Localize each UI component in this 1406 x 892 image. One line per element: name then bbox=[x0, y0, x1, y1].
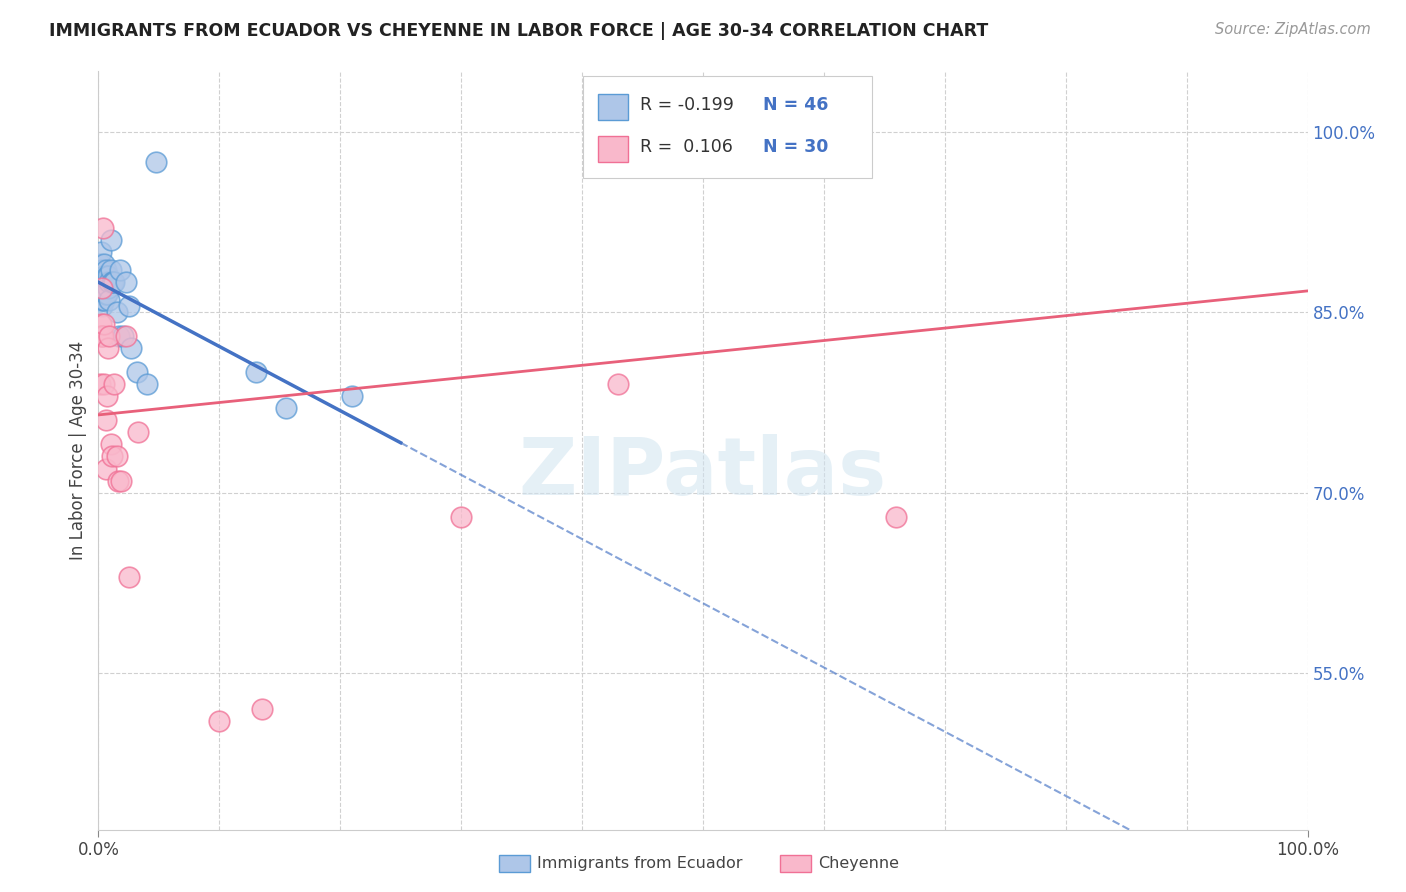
Point bbox=[100, 233, 122, 247]
Point bbox=[93, 268, 115, 283]
Text: Cheyenne: Cheyenne bbox=[818, 856, 900, 871]
Y-axis label: In Labor Force | Age 30-34: In Labor Force | Age 30-34 bbox=[69, 341, 87, 560]
Point bbox=[208, 714, 231, 729]
Point bbox=[98, 329, 121, 343]
Point bbox=[91, 281, 114, 295]
Point bbox=[96, 268, 118, 283]
Point bbox=[100, 275, 122, 289]
Point bbox=[90, 293, 112, 307]
Point bbox=[90, 275, 112, 289]
Point bbox=[127, 425, 149, 440]
Point bbox=[250, 702, 273, 716]
Point bbox=[145, 154, 167, 169]
Point bbox=[94, 287, 117, 301]
Text: ZIPatlas: ZIPatlas bbox=[519, 434, 887, 512]
Text: R =  0.106: R = 0.106 bbox=[640, 138, 733, 156]
Point bbox=[103, 377, 125, 392]
Point bbox=[607, 377, 630, 392]
Point bbox=[105, 305, 128, 319]
Point bbox=[97, 268, 120, 283]
Point bbox=[108, 263, 131, 277]
Point bbox=[98, 293, 121, 307]
Point bbox=[245, 365, 267, 379]
Point bbox=[98, 275, 121, 289]
Point bbox=[91, 275, 114, 289]
Point bbox=[91, 220, 114, 235]
Point bbox=[118, 570, 141, 584]
Text: IMMIGRANTS FROM ECUADOR VS CHEYENNE IN LABOR FORCE | AGE 30-34 CORRELATION CHART: IMMIGRANTS FROM ECUADOR VS CHEYENNE IN L… bbox=[49, 22, 988, 40]
Point bbox=[90, 317, 112, 331]
Point bbox=[111, 329, 134, 343]
Point bbox=[89, 257, 111, 271]
Point bbox=[97, 341, 120, 355]
Point bbox=[91, 329, 114, 343]
Text: R = -0.199: R = -0.199 bbox=[640, 96, 734, 114]
Text: Immigrants from Ecuador: Immigrants from Ecuador bbox=[537, 856, 742, 871]
Point bbox=[89, 275, 111, 289]
Point bbox=[94, 413, 117, 427]
Point bbox=[96, 389, 118, 403]
Point bbox=[93, 257, 115, 271]
Point bbox=[100, 437, 122, 451]
Point bbox=[91, 287, 114, 301]
Point bbox=[91, 263, 114, 277]
Point bbox=[120, 341, 142, 355]
Point bbox=[127, 365, 149, 379]
Text: Source: ZipAtlas.com: Source: ZipAtlas.com bbox=[1215, 22, 1371, 37]
Point bbox=[93, 377, 115, 392]
Point bbox=[91, 299, 114, 313]
Point bbox=[91, 281, 114, 295]
Text: N = 30: N = 30 bbox=[763, 138, 828, 156]
Point bbox=[93, 293, 115, 307]
Point bbox=[115, 275, 138, 289]
Point bbox=[96, 275, 118, 289]
Point bbox=[105, 450, 128, 464]
Point bbox=[94, 461, 117, 475]
Point bbox=[91, 293, 114, 307]
Point bbox=[110, 474, 132, 488]
Point bbox=[94, 263, 117, 277]
Point bbox=[107, 474, 129, 488]
Point bbox=[135, 377, 157, 392]
Point bbox=[89, 293, 111, 307]
Point bbox=[115, 329, 138, 343]
Point bbox=[342, 389, 364, 403]
Point bbox=[789, 124, 811, 138]
Point bbox=[103, 275, 125, 289]
Point bbox=[101, 275, 124, 289]
Point bbox=[108, 329, 131, 343]
Point bbox=[91, 268, 114, 283]
Point bbox=[450, 509, 472, 524]
Point bbox=[90, 244, 112, 259]
Point bbox=[91, 329, 114, 343]
Point bbox=[274, 401, 297, 416]
Point bbox=[90, 329, 112, 343]
Text: N = 46: N = 46 bbox=[763, 96, 828, 114]
Point bbox=[93, 275, 115, 289]
Point bbox=[825, 124, 848, 138]
Point bbox=[100, 450, 122, 464]
Point bbox=[93, 317, 115, 331]
Point bbox=[90, 281, 112, 295]
Point bbox=[886, 509, 908, 524]
Point bbox=[100, 263, 122, 277]
Point bbox=[89, 377, 111, 392]
Point bbox=[96, 287, 118, 301]
Point bbox=[97, 281, 120, 295]
Point bbox=[94, 275, 117, 289]
Point bbox=[118, 299, 141, 313]
